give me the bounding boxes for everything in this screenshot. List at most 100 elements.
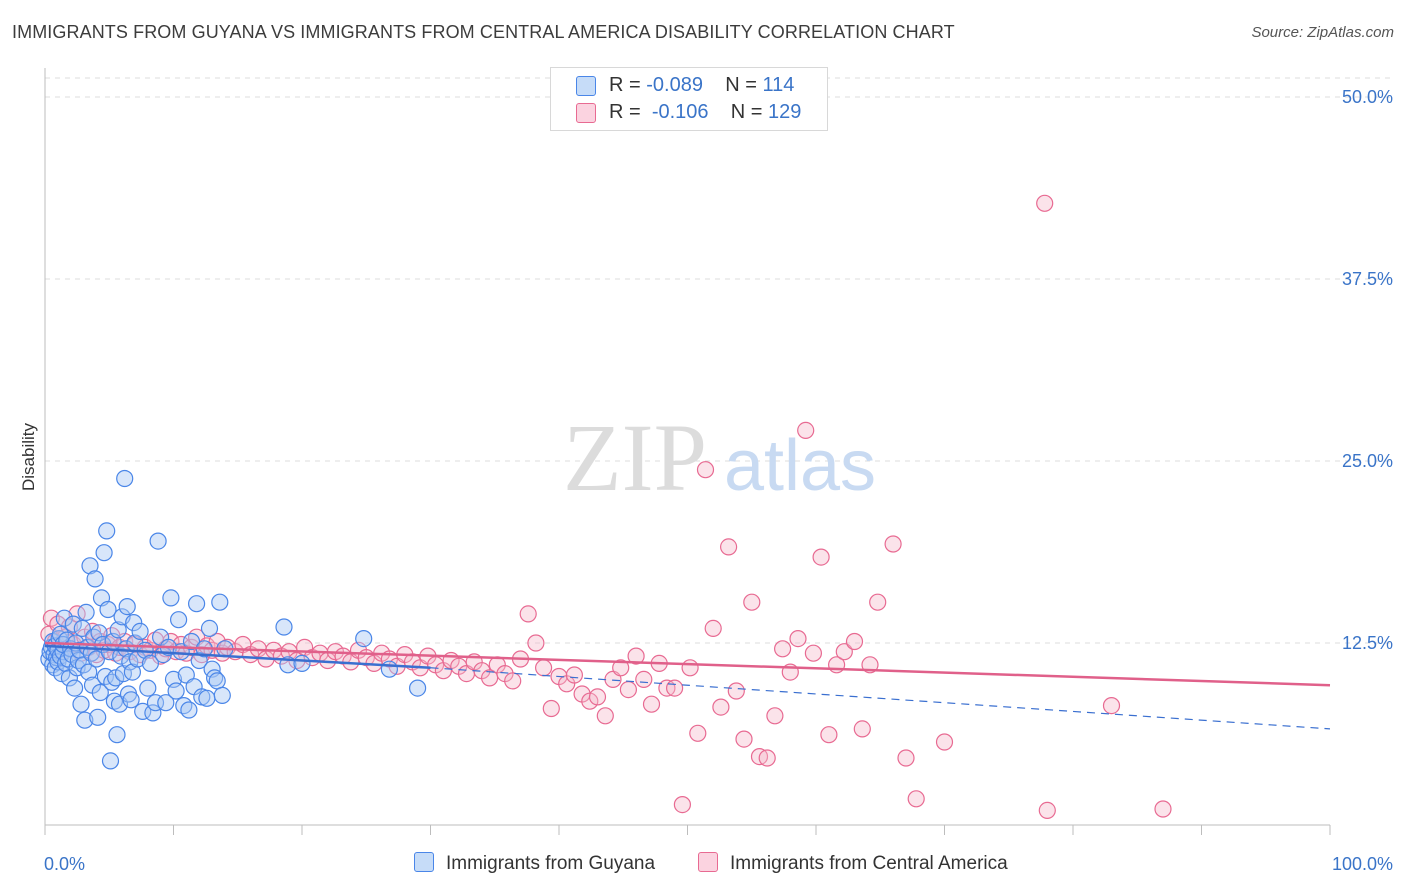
- central-america-point: [935, 733, 954, 751]
- guyana-point: [109, 621, 127, 639]
- central-america-point: [712, 698, 730, 716]
- central-america-point: [534, 659, 553, 677]
- guyana-point: [200, 619, 219, 638]
- guyana-point: [141, 654, 159, 673]
- x-tick-label-min: 0.0%: [44, 854, 85, 874]
- guyana-point: [95, 544, 113, 562]
- legend-n-value: 129: [768, 101, 802, 123]
- y-tick-label: 50.0%: [1342, 87, 1393, 107]
- central-america-point: [743, 593, 761, 611]
- guyana-point: [123, 663, 141, 681]
- central-america-point: [897, 749, 915, 767]
- guyana-point: [293, 654, 311, 673]
- central-america-point: [804, 644, 823, 662]
- bottom-legend-guyana-label: Immigrants from Guyana: [446, 853, 656, 874]
- legend-row-central-america: R = -0.106 N = 129: [551, 100, 827, 126]
- central-america-point: [907, 790, 925, 808]
- central-america-point: [1102, 696, 1121, 715]
- x-tick-label-max: 100.0%: [1332, 854, 1393, 874]
- guyana-point: [182, 632, 201, 651]
- y-tick-label: 37.5%: [1342, 269, 1393, 289]
- central-america-point: [588, 688, 607, 706]
- guyana-point: [380, 660, 398, 678]
- guyana-point: [275, 618, 293, 636]
- central-america-point: [619, 680, 638, 699]
- guyana-point: [157, 694, 175, 712]
- guyana-point: [81, 557, 99, 575]
- guyana-trend-line: [44, 644, 431, 670]
- central-america-point: [789, 629, 807, 648]
- bottom-legend-central-america-label: Immigrants from Central America: [730, 853, 1008, 874]
- central-america-point: [758, 749, 776, 767]
- guyana-point: [131, 622, 149, 641]
- watermark-zip: ZIP: [563, 404, 707, 511]
- guyana-trend-extension: [430, 667, 1331, 730]
- guyana-point: [89, 708, 107, 726]
- central-america-point: [1154, 800, 1172, 818]
- central-america-point: [773, 640, 792, 658]
- guyana-point: [86, 570, 104, 588]
- guyana-point: [170, 611, 188, 629]
- central-america-point: [673, 795, 692, 814]
- y-tick-label: 25.0%: [1342, 451, 1393, 471]
- central-america-point: [689, 724, 707, 742]
- guyana-point: [167, 682, 185, 700]
- guyana-point: [108, 726, 126, 744]
- guyana-point: [116, 469, 134, 488]
- central-america-point: [704, 619, 722, 638]
- legend-n-label: N =: [725, 74, 757, 96]
- guyana-point: [98, 522, 116, 540]
- central-america-point: [719, 538, 738, 556]
- guyana-swatch: [414, 852, 434, 872]
- guyana-point: [87, 650, 106, 668]
- central-america-swatch: [698, 852, 718, 872]
- central-america-point: [635, 670, 653, 689]
- guyana-point: [208, 672, 226, 690]
- central-america-point: [835, 643, 853, 661]
- central-america-point: [1036, 194, 1054, 212]
- source-note: Source: ZipAtlas.com: [1251, 24, 1394, 41]
- guyana-point: [213, 686, 231, 705]
- bottom-legend-guyana: Immigrants from Guyana: [414, 852, 655, 875]
- central-america-point: [681, 659, 699, 677]
- guyana-point: [72, 695, 90, 713]
- central-america-trend-line: [44, 641, 1331, 687]
- guyana-point: [162, 589, 180, 607]
- watermark-atlas: atlas: [724, 426, 876, 506]
- guyana-point: [188, 595, 206, 613]
- central-america-point: [665, 679, 684, 697]
- legend-r-label: R =: [609, 101, 641, 123]
- central-america-point: [542, 699, 560, 718]
- central-america-point: [884, 535, 902, 553]
- guyana-point: [409, 679, 427, 697]
- watermark: ZIP atlas: [563, 404, 876, 511]
- guyana-point: [125, 613, 143, 632]
- trend-lines: [44, 641, 1331, 730]
- y-tick-label: 12.5%: [1342, 633, 1393, 653]
- chart-title: IMMIGRANTS FROM GUYANA VS IMMIGRANTS FRO…: [12, 22, 955, 42]
- guyana-point: [355, 629, 373, 648]
- central-america-point: [642, 695, 661, 713]
- guyana-point: [118, 597, 136, 616]
- legend-r-label: R =: [609, 74, 641, 96]
- guyana-point: [206, 669, 224, 687]
- central-america-point: [727, 682, 745, 700]
- central-america-point: [845, 632, 864, 651]
- gridlines: [45, 77, 1393, 644]
- guyana-point: [149, 532, 167, 550]
- central-america-point: [565, 666, 584, 684]
- central-america-point: [627, 647, 645, 665]
- guyana-point: [73, 619, 91, 638]
- guyana-point: [77, 603, 95, 622]
- correlation-legend: R = -0.089 N = 114 R = -0.106 N = 129: [550, 67, 828, 131]
- axes: [44, 68, 1331, 835]
- legend-r-value: -0.106: [651, 101, 709, 123]
- guyana-point: [198, 689, 216, 707]
- legend-r-value: -0.089: [646, 74, 703, 96]
- central-america-point: [612, 659, 630, 677]
- central-america-point: [519, 605, 537, 623]
- guyana-swatch: [576, 76, 596, 96]
- guyana-point: [105, 692, 124, 710]
- central-america-point: [1038, 801, 1056, 820]
